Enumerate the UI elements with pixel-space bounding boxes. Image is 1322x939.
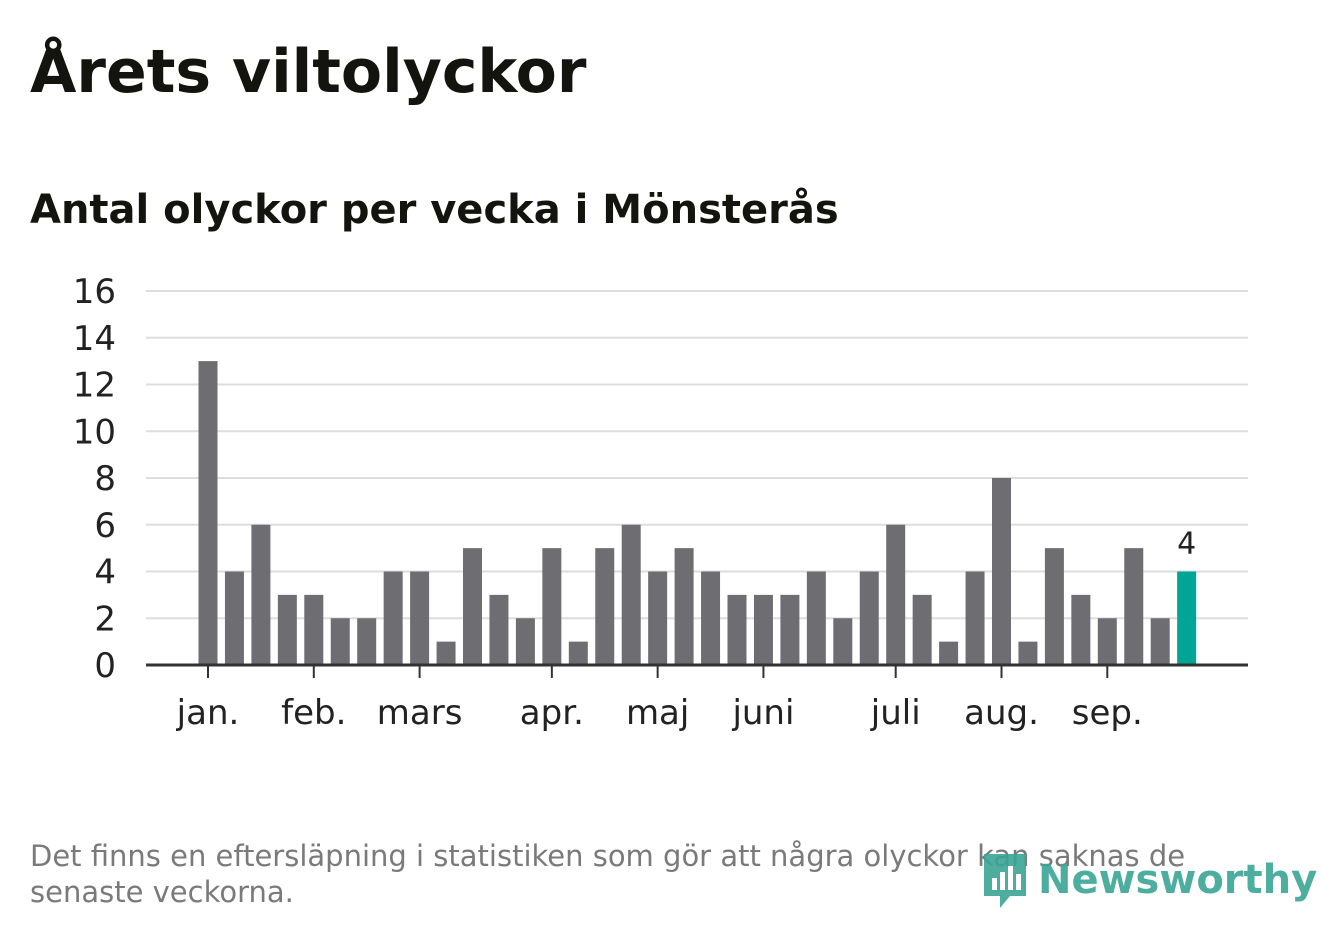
bar bbox=[674, 548, 694, 665]
bar bbox=[806, 571, 826, 665]
y-tick-label: 8 bbox=[94, 459, 116, 499]
bar bbox=[251, 524, 271, 665]
bar bbox=[1150, 618, 1170, 665]
bar bbox=[1071, 594, 1091, 665]
bar-highlight bbox=[1177, 571, 1197, 665]
bar bbox=[965, 571, 985, 665]
bar bbox=[383, 571, 403, 665]
bar bbox=[224, 571, 244, 665]
bar bbox=[489, 594, 509, 665]
bar bbox=[859, 571, 879, 665]
bar bbox=[304, 594, 324, 665]
data-labels: 4 bbox=[1177, 527, 1196, 562]
x-tick-label: sep. bbox=[1072, 693, 1143, 733]
bar bbox=[277, 594, 297, 665]
y-tick-label: 14 bbox=[73, 319, 116, 359]
x-tick-label: juli bbox=[870, 693, 921, 733]
bar bbox=[357, 618, 377, 665]
bar bbox=[780, 594, 800, 665]
bar bbox=[568, 641, 588, 665]
x-tick-label: apr. bbox=[520, 693, 584, 733]
bar bbox=[436, 641, 456, 665]
bar-chart: 0 2 4 6 8 10 12 14 16 jan. feb. mars apr. maj juni jul… bbox=[73, 272, 1248, 733]
bar bbox=[833, 618, 853, 665]
y-tick-label: 16 bbox=[73, 272, 116, 312]
y-tick-label: 10 bbox=[73, 412, 116, 452]
bar bbox=[1097, 618, 1117, 665]
bar bbox=[330, 618, 350, 665]
newsworthy-logo-icon bbox=[984, 854, 1026, 908]
bar bbox=[648, 571, 668, 665]
bar bbox=[1018, 641, 1038, 665]
bar bbox=[939, 641, 959, 665]
bar bbox=[912, 594, 932, 665]
chart-subtitle: Antal olyckor per vecka i Mönsterås bbox=[30, 187, 839, 233]
bar bbox=[410, 571, 430, 665]
bar bbox=[886, 524, 906, 665]
x-tick-label: feb. bbox=[281, 693, 346, 733]
bar bbox=[198, 361, 218, 665]
x-tick-label: juni bbox=[731, 693, 794, 733]
y-tick-label: 6 bbox=[94, 506, 116, 546]
y-axis-tick-labels: 0 2 4 6 8 10 12 14 16 bbox=[73, 272, 116, 686]
newsworthy-logo: Newsworthy bbox=[980, 848, 1317, 912]
bar bbox=[542, 548, 562, 665]
bar bbox=[595, 548, 615, 665]
bar bbox=[515, 618, 535, 665]
bars bbox=[146, 361, 1248, 667]
bar bbox=[621, 524, 641, 665]
bar bbox=[1124, 548, 1144, 665]
x-tick-label: jan. bbox=[176, 693, 240, 733]
newsworthy-logo-text: Newsworthy bbox=[1038, 857, 1318, 903]
y-tick-label: 4 bbox=[94, 553, 116, 593]
page-title: Årets viltolyckor bbox=[30, 37, 587, 107]
y-tick-label: 0 bbox=[94, 646, 116, 686]
y-tick-label: 2 bbox=[94, 599, 116, 639]
x-axis-ticks: jan. feb. mars apr. maj juni juli aug. sep. bbox=[176, 665, 1143, 733]
x-tick-label: aug. bbox=[964, 693, 1039, 733]
bar bbox=[463, 548, 482, 665]
bar bbox=[992, 478, 1011, 665]
bar bbox=[753, 594, 773, 665]
bar bbox=[1044, 548, 1064, 665]
x-tick-label: mars bbox=[377, 693, 463, 733]
y-tick-label: 12 bbox=[73, 366, 116, 406]
highlight-data-label: 4 bbox=[1177, 527, 1196, 562]
x-tick-label: maj bbox=[626, 693, 689, 733]
grid-lines bbox=[146, 290, 1248, 620]
bar bbox=[727, 594, 747, 665]
bar bbox=[701, 571, 721, 665]
